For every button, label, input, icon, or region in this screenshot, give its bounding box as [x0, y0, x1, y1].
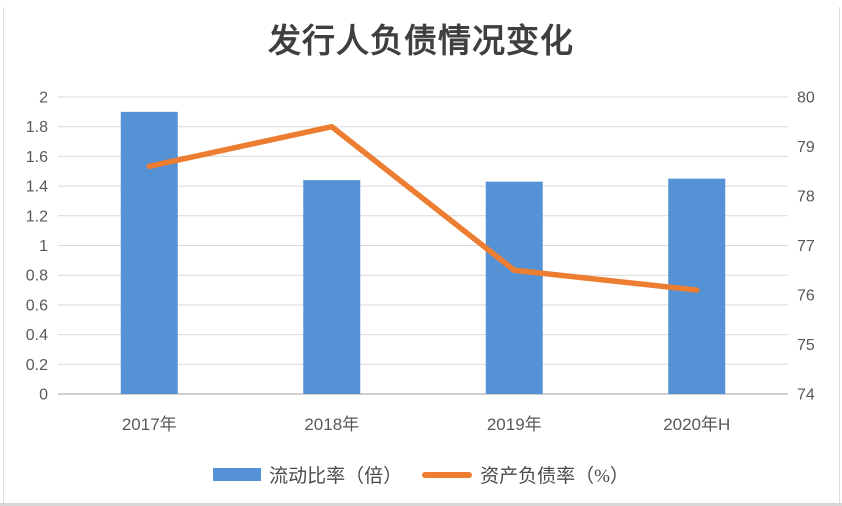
right-axis-tick: 79 — [797, 139, 815, 156]
left-axis-tick: 0.4 — [26, 327, 48, 344]
right-axis-tick: 77 — [797, 238, 815, 255]
right-axis-tick: 74 — [797, 387, 815, 404]
legend-bar-swatch — [213, 468, 262, 481]
right-axis-tick: 78 — [797, 189, 815, 206]
x-axis-label: 2018年 — [304, 415, 359, 434]
legend-line-label: 资产负债率（%） — [480, 466, 629, 487]
legend-bar-label: 流动比率（倍） — [269, 466, 403, 487]
left-axis-tick: 1 — [39, 238, 48, 255]
left-axis-tick: 0.2 — [26, 357, 48, 374]
left-axis-tick: 1.2 — [26, 208, 48, 225]
right-axis-tick: 80 — [797, 90, 815, 107]
right-axis-tick: 75 — [797, 337, 815, 354]
right-axis-tick: 76 — [797, 288, 815, 305]
card-bottom-shadow — [0, 503, 842, 506]
left-axis-tick: 1.8 — [26, 119, 48, 136]
legend: 流动比率（倍） 资产负债率（%） — [0, 461, 842, 488]
x-axis-label: 2017年 — [122, 415, 177, 434]
left-axis-tick: 0.6 — [26, 297, 48, 314]
bar-2017年 — [120, 111, 178, 394]
chart-title: 发行人负债情况变化 — [268, 24, 574, 60]
x-axis-label: 2020年H — [663, 415, 730, 434]
x-axis-label: 2019年 — [487, 415, 542, 434]
left-axis-tick: 1.6 — [26, 149, 48, 166]
left-axis-tick: 0 — [39, 387, 48, 404]
left-axis-tick: 1.4 — [26, 179, 48, 196]
line-series — [146, 123, 700, 293]
bar-2018年 — [303, 180, 361, 394]
left-axis-tick: 0.8 — [26, 268, 48, 285]
bar-2019年 — [485, 181, 543, 394]
left-axis-tick: 2 — [39, 90, 48, 107]
legend-line-swatch — [422, 471, 473, 478]
